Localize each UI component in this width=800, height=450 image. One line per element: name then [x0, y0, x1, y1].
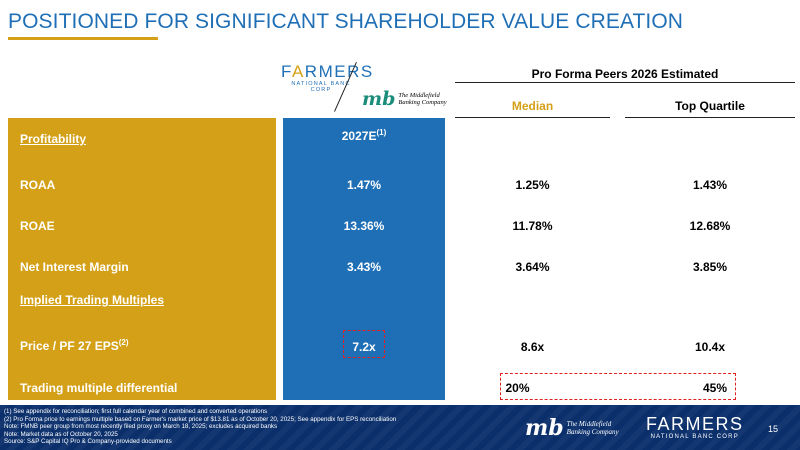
farmers-wordmark: FARMERS: [281, 62, 374, 81]
metric-label-column: [8, 118, 276, 400]
pro-forma-price-eps: 7.2x: [352, 340, 376, 354]
median-header-rule: [455, 117, 610, 118]
farmers-logo: FARMERS NATIONAL BANC CORP: [281, 62, 374, 93]
footer-farmers-subtitle: NATIONAL BANC CORP: [650, 434, 739, 440]
top-quartile-nim: 3.85%: [692, 260, 728, 274]
middlefield-logo: mb The Middlefield Banking Company: [362, 88, 447, 110]
differential-highlight-box: [500, 373, 736, 400]
top-quartile-roaa: 1.43%: [692, 178, 728, 192]
pro-forma-column-header: 2027E(1): [341, 128, 387, 143]
footer-mb-mark: mb: [525, 415, 564, 441]
peers-title: Pro Forma Peers 2026 Estimated: [531, 67, 719, 81]
section-profitability: Profitability: [20, 132, 87, 146]
footer-farmers-wordmark: FARMERS: [646, 414, 744, 434]
farmers-subtitle: NATIONAL BANC CORP: [291, 81, 351, 93]
footer-middlefield-logo: mb The Middlefield Banking Company: [525, 415, 619, 441]
footnotes: (1) See appendix for reconciliation; fir…: [4, 408, 396, 446]
median-header: Median: [511, 99, 554, 113]
footnote: Note: Market data as of October 20, 2025: [4, 430, 118, 438]
title-underline: [8, 37, 158, 40]
footnote: Note: FMNB peer group from most recently…: [4, 423, 278, 431]
pro-forma-highlight-box: [343, 330, 385, 358]
footer-mb-wordmark: The Middlefield Banking Company: [566, 420, 619, 436]
row-label-roae: ROAE: [20, 219, 55, 233]
top-quartile-differential: 45%: [702, 381, 728, 395]
row-label-differential: Trading multiple differential: [20, 381, 178, 395]
peers-title-rule: [455, 82, 795, 83]
pro-forma-column: [283, 118, 445, 400]
footer-pattern: [0, 405, 800, 450]
footnote: (2) Pro Forma price to earnings multiple…: [4, 415, 397, 423]
pro-forma-roaa: 1.47%: [346, 178, 382, 192]
page-title: POSITIONED FOR SIGNIFICANT SHAREHOLDER V…: [8, 10, 684, 33]
median-roaa: 1.25%: [515, 178, 550, 192]
pro-forma-roae: 13.36%: [343, 219, 385, 233]
footer-bar: (1) See appendix for reconciliation; fir…: [0, 405, 800, 450]
median-roae: 11.78%: [512, 219, 553, 233]
mb-wordmark: The Middlefield Banking Company: [398, 92, 447, 106]
top-quartile-header-rule: [625, 117, 795, 118]
row-label-price-eps: Price / PF 27 EPS(2): [20, 338, 129, 353]
footnote: (1) See appendix for reconciliation; fir…: [4, 408, 268, 415]
section-trading-multiples: Implied Trading Multiples: [20, 293, 165, 307]
median-nim: 3.64%: [515, 260, 550, 274]
top-quartile-price-eps: 10.4x: [694, 340, 726, 354]
median-price-eps: 8.6x: [520, 340, 545, 354]
page-number: 15: [768, 424, 779, 434]
mb-mark: mb: [362, 88, 396, 110]
row-label-roaa: ROAA: [20, 178, 56, 192]
top-quartile-roae: 12.68%: [689, 219, 731, 233]
footnote: Source: S&P Capital IQ Pro & Company-pro…: [4, 438, 172, 446]
top-quartile-header: Top Quartile: [675, 99, 745, 113]
row-label-nim: Net Interest Margin: [20, 260, 129, 274]
median-differential: 20%: [505, 381, 530, 395]
pro-forma-nim: 3.43%: [346, 260, 382, 274]
footer-farmers-logo: FARMERS NATIONAL BANC CORP: [646, 414, 744, 440]
